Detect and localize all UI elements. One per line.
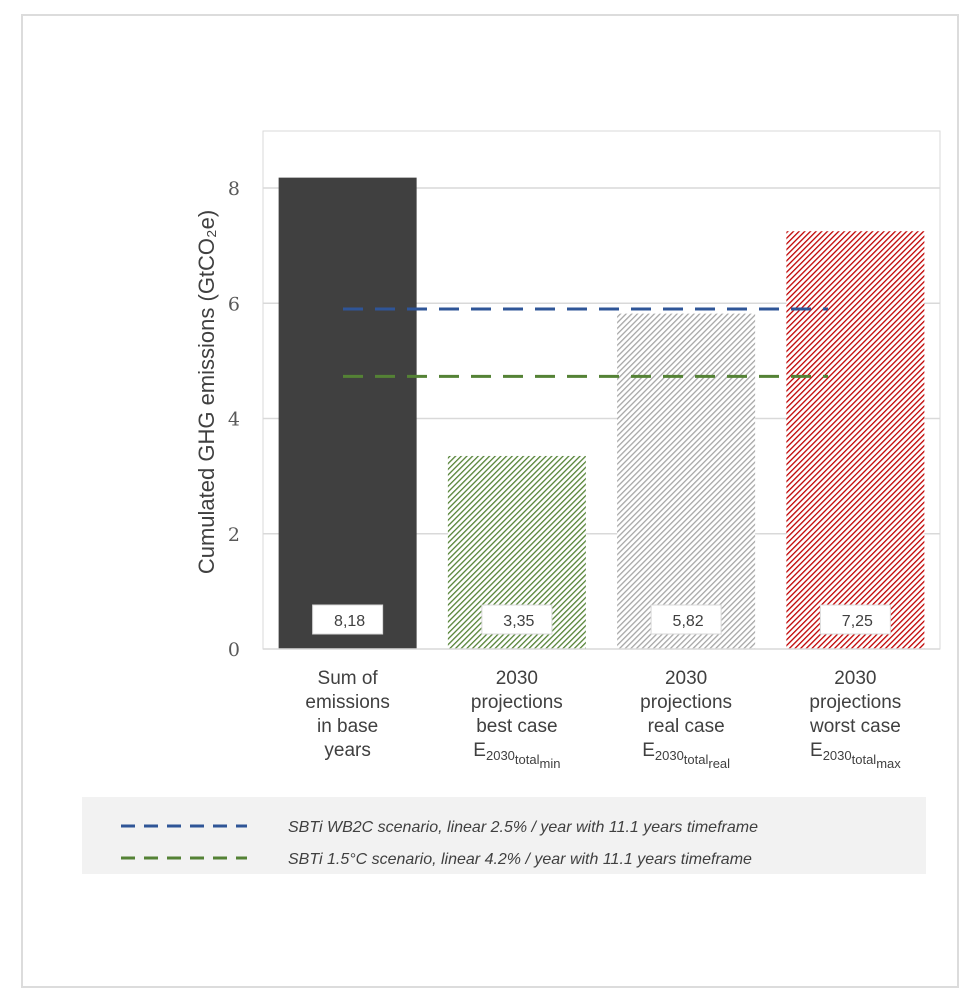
- y-tick-label: 0: [228, 639, 240, 661]
- data-label-text: 3,35: [503, 613, 534, 630]
- y-axis-ticks: 0 2 4 6 8: [228, 178, 240, 661]
- category-label-line: years: [324, 740, 370, 761]
- category-formula: E2030totalmax: [810, 740, 901, 771]
- category-label-line: 2030: [834, 668, 876, 689]
- category-label-3: 2030 projections real case E2030totalreal: [640, 668, 732, 771]
- bar-3: [617, 313, 756, 649]
- bar-4: [786, 231, 925, 649]
- category-label-line: in base: [317, 716, 378, 737]
- legend-item-2: SBTi 1.5°C scenario, linear 4.2% / year …: [121, 851, 752, 868]
- category-label-2: 2030 projections best case E2030totalmin: [471, 668, 563, 771]
- category-labels: Sum of emissions in base years 2030 projectio…: [305, 668, 901, 771]
- category-label-line: real case: [648, 716, 725, 737]
- y-tick-label: 6: [228, 293, 240, 315]
- category-label-line: emissions: [305, 692, 389, 713]
- legend-item-1: SBTi WB2C scenario, linear 2.5% / year w…: [121, 819, 758, 836]
- data-label-text: 7,25: [842, 613, 873, 630]
- category-label-line: projections: [640, 692, 732, 713]
- legend-box: [82, 797, 926, 874]
- legend-label: SBTi 1.5°C scenario, linear 4.2% / year …: [288, 851, 752, 868]
- y-tick-label: 4: [228, 409, 240, 431]
- data-label: 3,35: [481, 604, 553, 635]
- category-label-line: 2030: [665, 668, 707, 689]
- category-label-line: projections: [471, 692, 563, 713]
- legend-label: SBTi WB2C scenario, linear 2.5% / year w…: [288, 819, 758, 836]
- category-label-line: 2030: [496, 668, 538, 689]
- legend: SBTi WB2C scenario, linear 2.5% / year w…: [121, 819, 758, 868]
- category-label-line: best case: [476, 716, 557, 737]
- chart-frame: [21, 14, 959, 988]
- y-axis-label: Cumulated GHG emissions (GtCO₂e): [194, 210, 219, 574]
- category-formula: E2030totalmin: [473, 740, 560, 771]
- bar-1: [278, 177, 417, 649]
- data-label-text: 8,18: [334, 613, 365, 630]
- reference-lines: [343, 307, 828, 378]
- y-tick-label: 8: [228, 178, 240, 200]
- data-labels: 8,18 3,35 5,82 7,25: [312, 604, 891, 635]
- category-label-4: 2030 projections worst case E2030totalmax: [809, 668, 901, 771]
- data-label-text: 5,82: [673, 613, 704, 630]
- category-label-line: Sum of: [318, 668, 379, 689]
- data-label: 5,82: [650, 604, 722, 635]
- y-tick-label: 2: [228, 524, 240, 546]
- category-label-line: projections: [809, 692, 901, 713]
- bars: [263, 177, 940, 650]
- data-label: 7,25: [819, 604, 891, 635]
- category-label-line: worst case: [809, 716, 901, 737]
- category-formula: E2030totalreal: [642, 740, 730, 771]
- category-label-1: Sum of emissions in base years: [305, 668, 389, 761]
- data-label: 8,18: [312, 604, 384, 635]
